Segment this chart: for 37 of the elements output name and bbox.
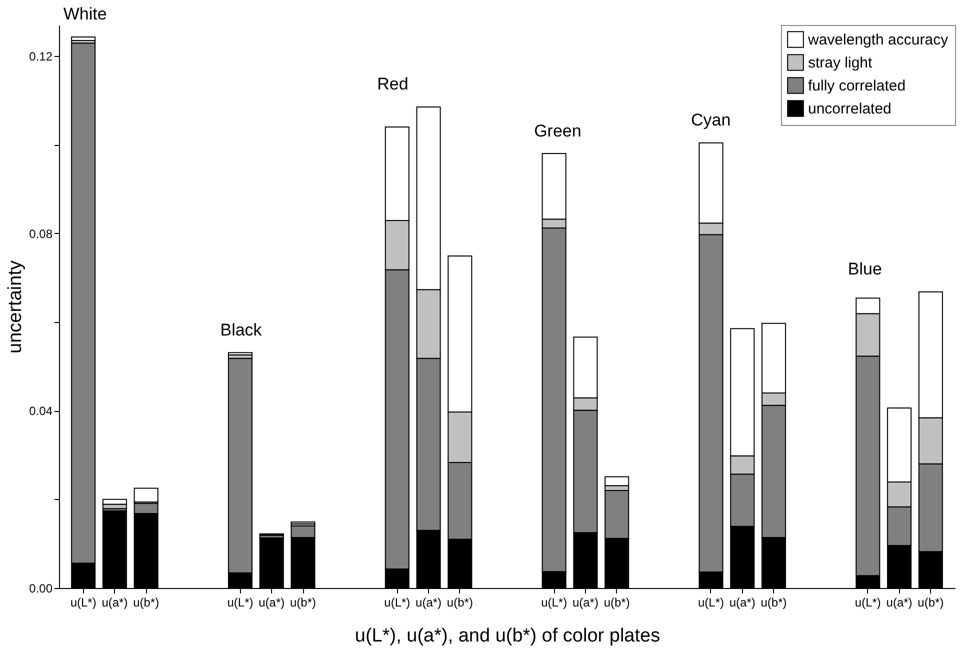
x-tick-label: u(a*) xyxy=(729,596,756,610)
x-tick-label: u(a*) xyxy=(416,596,442,610)
x-axis-title: u(L*), u(a*), and u(b*) of color plates xyxy=(354,626,660,646)
annotation: Red xyxy=(377,74,408,94)
legend-label: stray light xyxy=(808,54,874,72)
y-tick-label: 0.12 xyxy=(29,50,53,64)
bar xyxy=(228,352,253,356)
x-tick-label: u(L*) xyxy=(541,596,568,610)
text: White xyxy=(63,4,107,24)
annotation: Blue xyxy=(848,260,882,279)
x-tick-label: u(L*) xyxy=(70,596,96,610)
x-tick-label: u(L*) xyxy=(384,596,410,610)
bar xyxy=(71,36,96,42)
annotation: Green xyxy=(534,121,582,140)
y-tick-label: 0.08 xyxy=(29,226,53,241)
x-tick-label: u(L*) xyxy=(227,596,254,610)
x-tick-label: u(b*) xyxy=(604,596,630,610)
bar xyxy=(102,498,127,505)
x-tick-label: u(b*) xyxy=(446,596,473,610)
x-tick-label: u(L*) xyxy=(698,596,724,610)
x-tick-label: u(a*) xyxy=(258,596,285,610)
y-axis-title: uncertainty xyxy=(5,260,26,354)
x-tick-label: u(b*) xyxy=(760,596,787,610)
legend-label: wavelength accuracy xyxy=(807,32,949,48)
x-tick-label: u(b*) xyxy=(918,596,944,610)
x-tick-label: u(b*) xyxy=(133,596,160,610)
x-tick-label: u(a*) xyxy=(102,596,128,610)
legend-label: fully correlated xyxy=(808,78,906,94)
annotation: Cyan xyxy=(690,110,731,130)
x-tick-label: u(a*) xyxy=(572,596,598,610)
x-tick-label: u(L*) xyxy=(854,596,881,610)
legend-label: uncorrelated xyxy=(808,100,892,118)
y-tick-label: 0.04 xyxy=(29,404,53,418)
x-tick-label: u(b*) xyxy=(290,596,316,610)
x-tick-label: u(a*) xyxy=(886,596,912,610)
y-tick-label: 0.00 xyxy=(29,582,53,596)
annotation: Black xyxy=(220,320,262,340)
